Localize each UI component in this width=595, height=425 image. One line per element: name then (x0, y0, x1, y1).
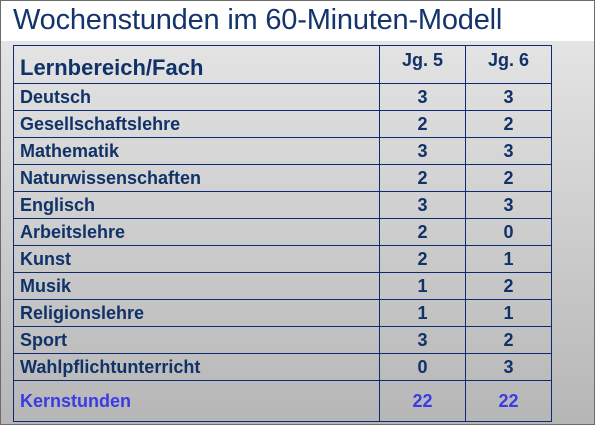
table-row: Gesellschaftslehre 2 2 (13, 110, 552, 138)
jg5-cell: 3 (379, 191, 466, 219)
jg5-cell: 1 (379, 272, 466, 300)
table-row: Musik 1 2 (13, 272, 552, 300)
subject-cell: Religionslehre (13, 299, 380, 327)
table-row: Deutsch 3 3 (13, 83, 552, 111)
jg6-cell: 3 (465, 83, 552, 111)
jg6-cell: 2 (465, 110, 552, 138)
jg5-cell: 0 (379, 353, 466, 381)
page-title: Wochenstunden im 60-Minuten-Modell (13, 4, 503, 36)
column-header-jg5: Jg. 5 (379, 45, 466, 84)
table-row: Wahlpflichtunterricht 0 3 (13, 353, 552, 381)
jg5-cell: 2 (379, 110, 466, 138)
subject-cell: Musik (13, 272, 380, 300)
jg5-cell: 2 (379, 218, 466, 246)
table-row: Mathematik 3 3 (13, 137, 552, 165)
jg6-cell: 3 (465, 353, 552, 381)
jg5-cell: 3 (379, 83, 466, 111)
table-row: Naturwissenschaften 2 2 (13, 164, 552, 192)
jg5-cell: 2 (379, 245, 466, 273)
subject-cell: Kunst (13, 245, 380, 273)
column-header-jg6: Jg. 6 (465, 45, 552, 84)
subject-cell: Gesellschaftslehre (13, 110, 380, 138)
jg5-cell: 2 (379, 164, 466, 192)
table-row: Sport 3 2 (13, 326, 552, 354)
subject-cell: Wahlpflichtunterricht (13, 353, 380, 381)
jg6-cell: 2 (465, 272, 552, 300)
subject-cell: Englisch (13, 191, 380, 219)
jg6-cell: 1 (465, 245, 552, 273)
total-jg5: 22 (379, 380, 466, 422)
table-row: Kunst 2 1 (13, 245, 552, 273)
column-header-fach: Lernbereich/Fach (13, 45, 380, 84)
total-jg6: 22 (465, 380, 552, 422)
subject-cell: Arbeitslehre (13, 218, 380, 246)
jg6-cell: 3 (465, 137, 552, 165)
jg6-cell: 0 (465, 218, 552, 246)
subject-cell: Deutsch (13, 83, 380, 111)
table-row: Englisch 3 3 (13, 191, 552, 219)
jg6-cell: 2 (465, 164, 552, 192)
jg5-cell: 3 (379, 326, 466, 354)
subject-cell: Naturwissenschaften (13, 164, 380, 192)
total-label: Kernstunden (13, 380, 380, 422)
total-row: Kernstunden 22 22 (13, 380, 552, 422)
hours-table: Lernbereich/Fach Jg. 5 Jg. 6 Deutsch 3 3… (13, 45, 552, 422)
subject-cell: Sport (13, 326, 380, 354)
jg6-cell: 1 (465, 299, 552, 327)
jg5-cell: 3 (379, 137, 466, 165)
subject-cell: Mathematik (13, 137, 380, 165)
table-header-row: Lernbereich/Fach Jg. 5 Jg. 6 (13, 45, 552, 84)
jg5-cell: 1 (379, 299, 466, 327)
table-row: Arbeitslehre 2 0 (13, 218, 552, 246)
jg6-cell: 3 (465, 191, 552, 219)
jg6-cell: 2 (465, 326, 552, 354)
table-row: Religionslehre 1 1 (13, 299, 552, 327)
